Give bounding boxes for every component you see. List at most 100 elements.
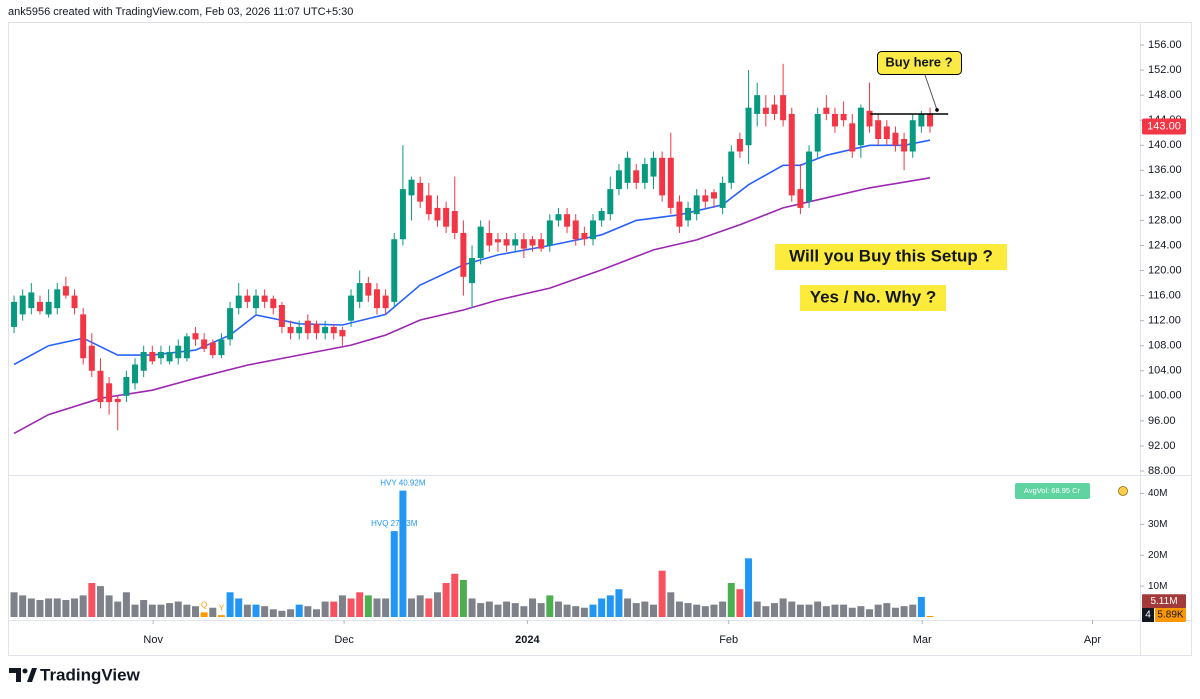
y-tick-label: 128.00 [1148,214,1182,226]
candle-body [399,189,406,240]
candle-body [54,289,61,309]
y-tick-label: 112.00 [1148,315,1181,327]
candle-body [607,189,614,215]
volume-bar [710,604,718,617]
volume-bar [831,604,839,617]
candle-body [434,207,441,221]
candle-body [814,113,821,152]
candle-body [780,95,787,121]
volume-tick-label: 10M [1148,581,1167,592]
volume-bar [88,583,96,617]
volume-bar [667,592,675,617]
x-tick-label: Dec [334,634,354,646]
candle-body [840,113,847,121]
y-tick-label: 140.00 [1148,139,1182,151]
volume-bar [442,583,450,617]
volume-tag-prefix-box [1142,608,1154,622]
candle-body [650,157,657,177]
volume-bar [848,607,856,617]
callout-dot [935,108,939,112]
candle-body [106,383,113,403]
candle-body [157,351,164,359]
volume-bar [615,589,623,617]
candle-body [685,207,692,221]
volume-bar [269,609,277,617]
candle-body [702,195,709,202]
candle-body [866,110,873,127]
volume-tag [1142,594,1186,609]
volume-bar [433,592,441,617]
volume-bar [563,604,571,617]
volume-bar [658,570,666,617]
candle-body [382,295,389,309]
volume-bar [36,600,44,617]
volume-bar [10,592,18,617]
logo-mark [27,668,37,682]
y-tick-label: 116.00 [1148,290,1181,302]
volume-bar [779,598,787,617]
volume-bar [485,601,493,617]
y-tick-label: 156.00 [1148,39,1182,51]
volume-bar [278,610,286,617]
volume-bar [304,606,312,617]
volume-bar [174,601,182,617]
volume-bar [693,604,701,617]
candle-body [641,164,648,183]
volume-bar [822,606,830,617]
candle-body [546,220,553,246]
volume-bar [468,598,476,617]
candle-body [538,239,545,249]
candle-body [253,295,260,309]
question-text: Will you Buy this Setup ? [789,246,993,265]
candle-body [114,398,121,403]
candle-body [192,333,199,340]
candle-body [304,320,311,334]
candle-body [710,192,717,199]
y-tick-label: 96.00 [1148,415,1176,427]
candle-body [425,195,432,215]
volume-bar [883,603,891,617]
candle-body [762,107,769,114]
candle-body [598,211,605,221]
candle-body [451,211,458,233]
candle-body [564,214,571,227]
volume-bar [252,604,260,617]
volume-bar [891,607,899,617]
logo-mark [9,668,21,682]
volume-bar [459,579,467,617]
candle-body [754,95,761,114]
volume-bar [425,598,433,617]
candle-body [365,283,372,296]
volume-bar [840,604,848,617]
candle-body [348,295,355,321]
volume-bar [364,595,372,617]
candle-body [572,220,579,240]
volume-bar [321,601,329,617]
candle-body [494,239,501,243]
volume-bar [641,601,649,617]
candle-body [469,258,476,284]
candle-body [97,370,104,403]
volume-bar [753,601,761,617]
candle-body [892,132,899,146]
y-tick-label: 152.00 [1148,64,1182,76]
candle-body [296,326,303,334]
volume-bar [200,612,208,617]
volume-bar [477,603,485,617]
candle-body [244,295,251,302]
volume-bar [261,606,269,617]
candle-body [633,170,640,183]
candle-body [270,298,277,309]
volume-bar [770,603,778,617]
candle-body [693,195,700,215]
footer-brand: TradingView [40,665,141,684]
candle-body [175,345,182,359]
volume-bar [719,601,727,617]
volume-bar [796,604,804,617]
volume-bar [390,531,398,617]
volume-bar [399,490,407,617]
chart-frame [8,22,1192,656]
last-price-label: 143.00 [1147,120,1181,132]
candle-body [857,107,864,146]
